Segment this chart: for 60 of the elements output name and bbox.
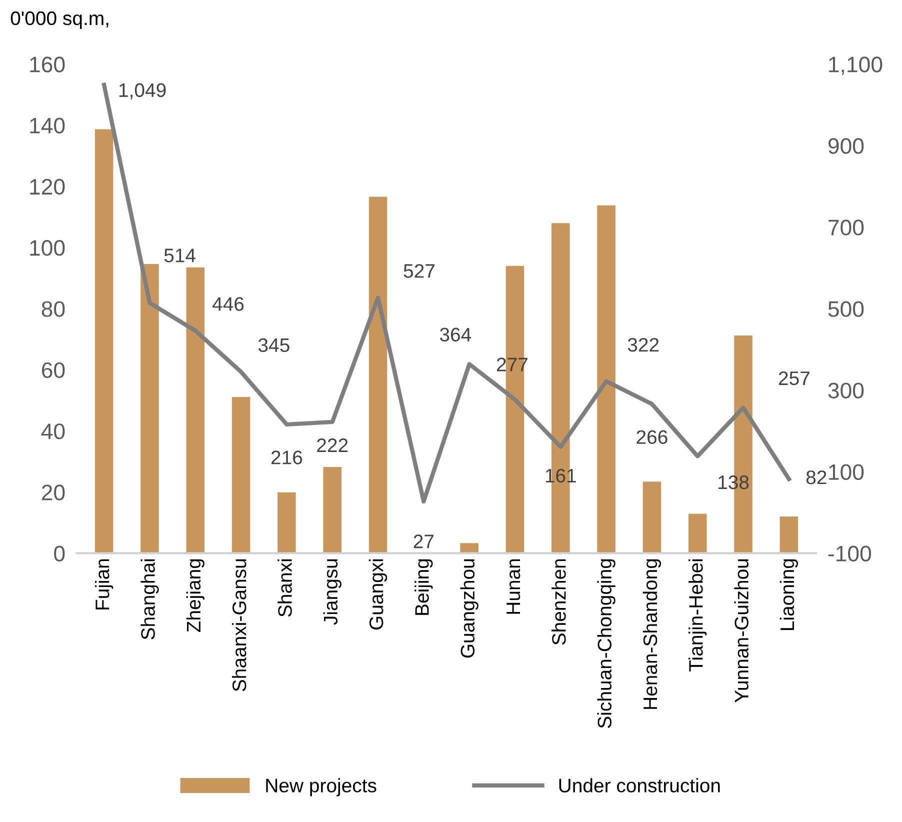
- y-tick-label: 120: [30, 178, 65, 195]
- bar: [323, 467, 342, 554]
- y-tick-label: 100: [30, 240, 65, 256]
- legend-label: New projects: [266, 778, 376, 796]
- bar: [780, 516, 798, 554]
- y2-tick-label: -100: [828, 546, 872, 562]
- legend-label: Under construction: [559, 778, 720, 792]
- y-tick-label: 40: [41, 423, 65, 440]
- bar: [688, 514, 707, 554]
- data-label: 446: [212, 297, 244, 311]
- x-tick-label: Shaanxi-Gansu: [232, 559, 246, 692]
- y-tick-label: 160: [30, 56, 65, 72]
- x-tick-label: Guangzhou: [460, 559, 478, 658]
- x-tick-label: Jiangsu: [323, 559, 342, 625]
- y-axis-title: 0'000 sq.m,: [10, 11, 108, 30]
- y2-tick-label: 1,100: [829, 56, 882, 76]
- y-tick-label: 60: [42, 362, 65, 378]
- bar: [232, 397, 250, 554]
- x-tick-label: Liaoning: [780, 559, 798, 630]
- y2-tick-label: 700: [828, 220, 864, 236]
- x-tick-label: Guangxi: [368, 559, 388, 630]
- bar: [278, 492, 296, 554]
- x-tick-label: Henan-Shandong: [642, 559, 662, 709]
- data-label: 527: [404, 264, 434, 278]
- y-tick-label: 0: [54, 546, 65, 562]
- data-label: 27: [414, 534, 434, 548]
- data-label: 216: [271, 450, 302, 464]
- y2-tick-label: 900: [828, 138, 864, 154]
- y2-tick-label: 300: [828, 382, 864, 398]
- x-tick-label: Sichuan-Chongqing: [597, 559, 616, 728]
- x-tick-label: Fujian: [95, 559, 114, 610]
- x-tick-label: Shenzhen: [552, 559, 566, 645]
- x-tick-label: Hunan: [506, 559, 520, 614]
- y2-tick-label: 500: [828, 301, 864, 317]
- bar: [642, 482, 662, 554]
- x-tick-label: Shanxi: [278, 559, 292, 617]
- x-tick-label: Beijing: [414, 559, 433, 615]
- x-tick-label: Shanghai: [140, 559, 159, 640]
- bar: [597, 205, 616, 554]
- y-tick-label: 20: [42, 484, 65, 500]
- data-label: 364: [440, 328, 472, 342]
- bar: [94, 129, 114, 554]
- data-label: 1,049: [119, 83, 166, 100]
- x-tick-label: Zhejiang: [186, 559, 204, 632]
- bar: [186, 267, 205, 554]
- x-tick-label: Yunnan-Guizhou: [734, 559, 748, 702]
- bar: [460, 543, 478, 554]
- data-label: 266: [636, 430, 668, 444]
- x-tick-label: Tianjin-Hebei: [688, 559, 707, 672]
- bar: [368, 196, 388, 554]
- data-label: 257: [778, 371, 810, 386]
- y-tick-label: 140: [30, 118, 65, 134]
- data-label: 222: [317, 438, 348, 452]
- data-label: 82: [806, 470, 826, 484]
- data-label: 514: [164, 248, 196, 262]
- y-tick-label: 80: [42, 301, 65, 317]
- bar: [140, 264, 159, 554]
- data-label: 345: [258, 338, 290, 352]
- data-label: 322: [628, 338, 659, 352]
- y2-tick-label: 100: [829, 464, 864, 480]
